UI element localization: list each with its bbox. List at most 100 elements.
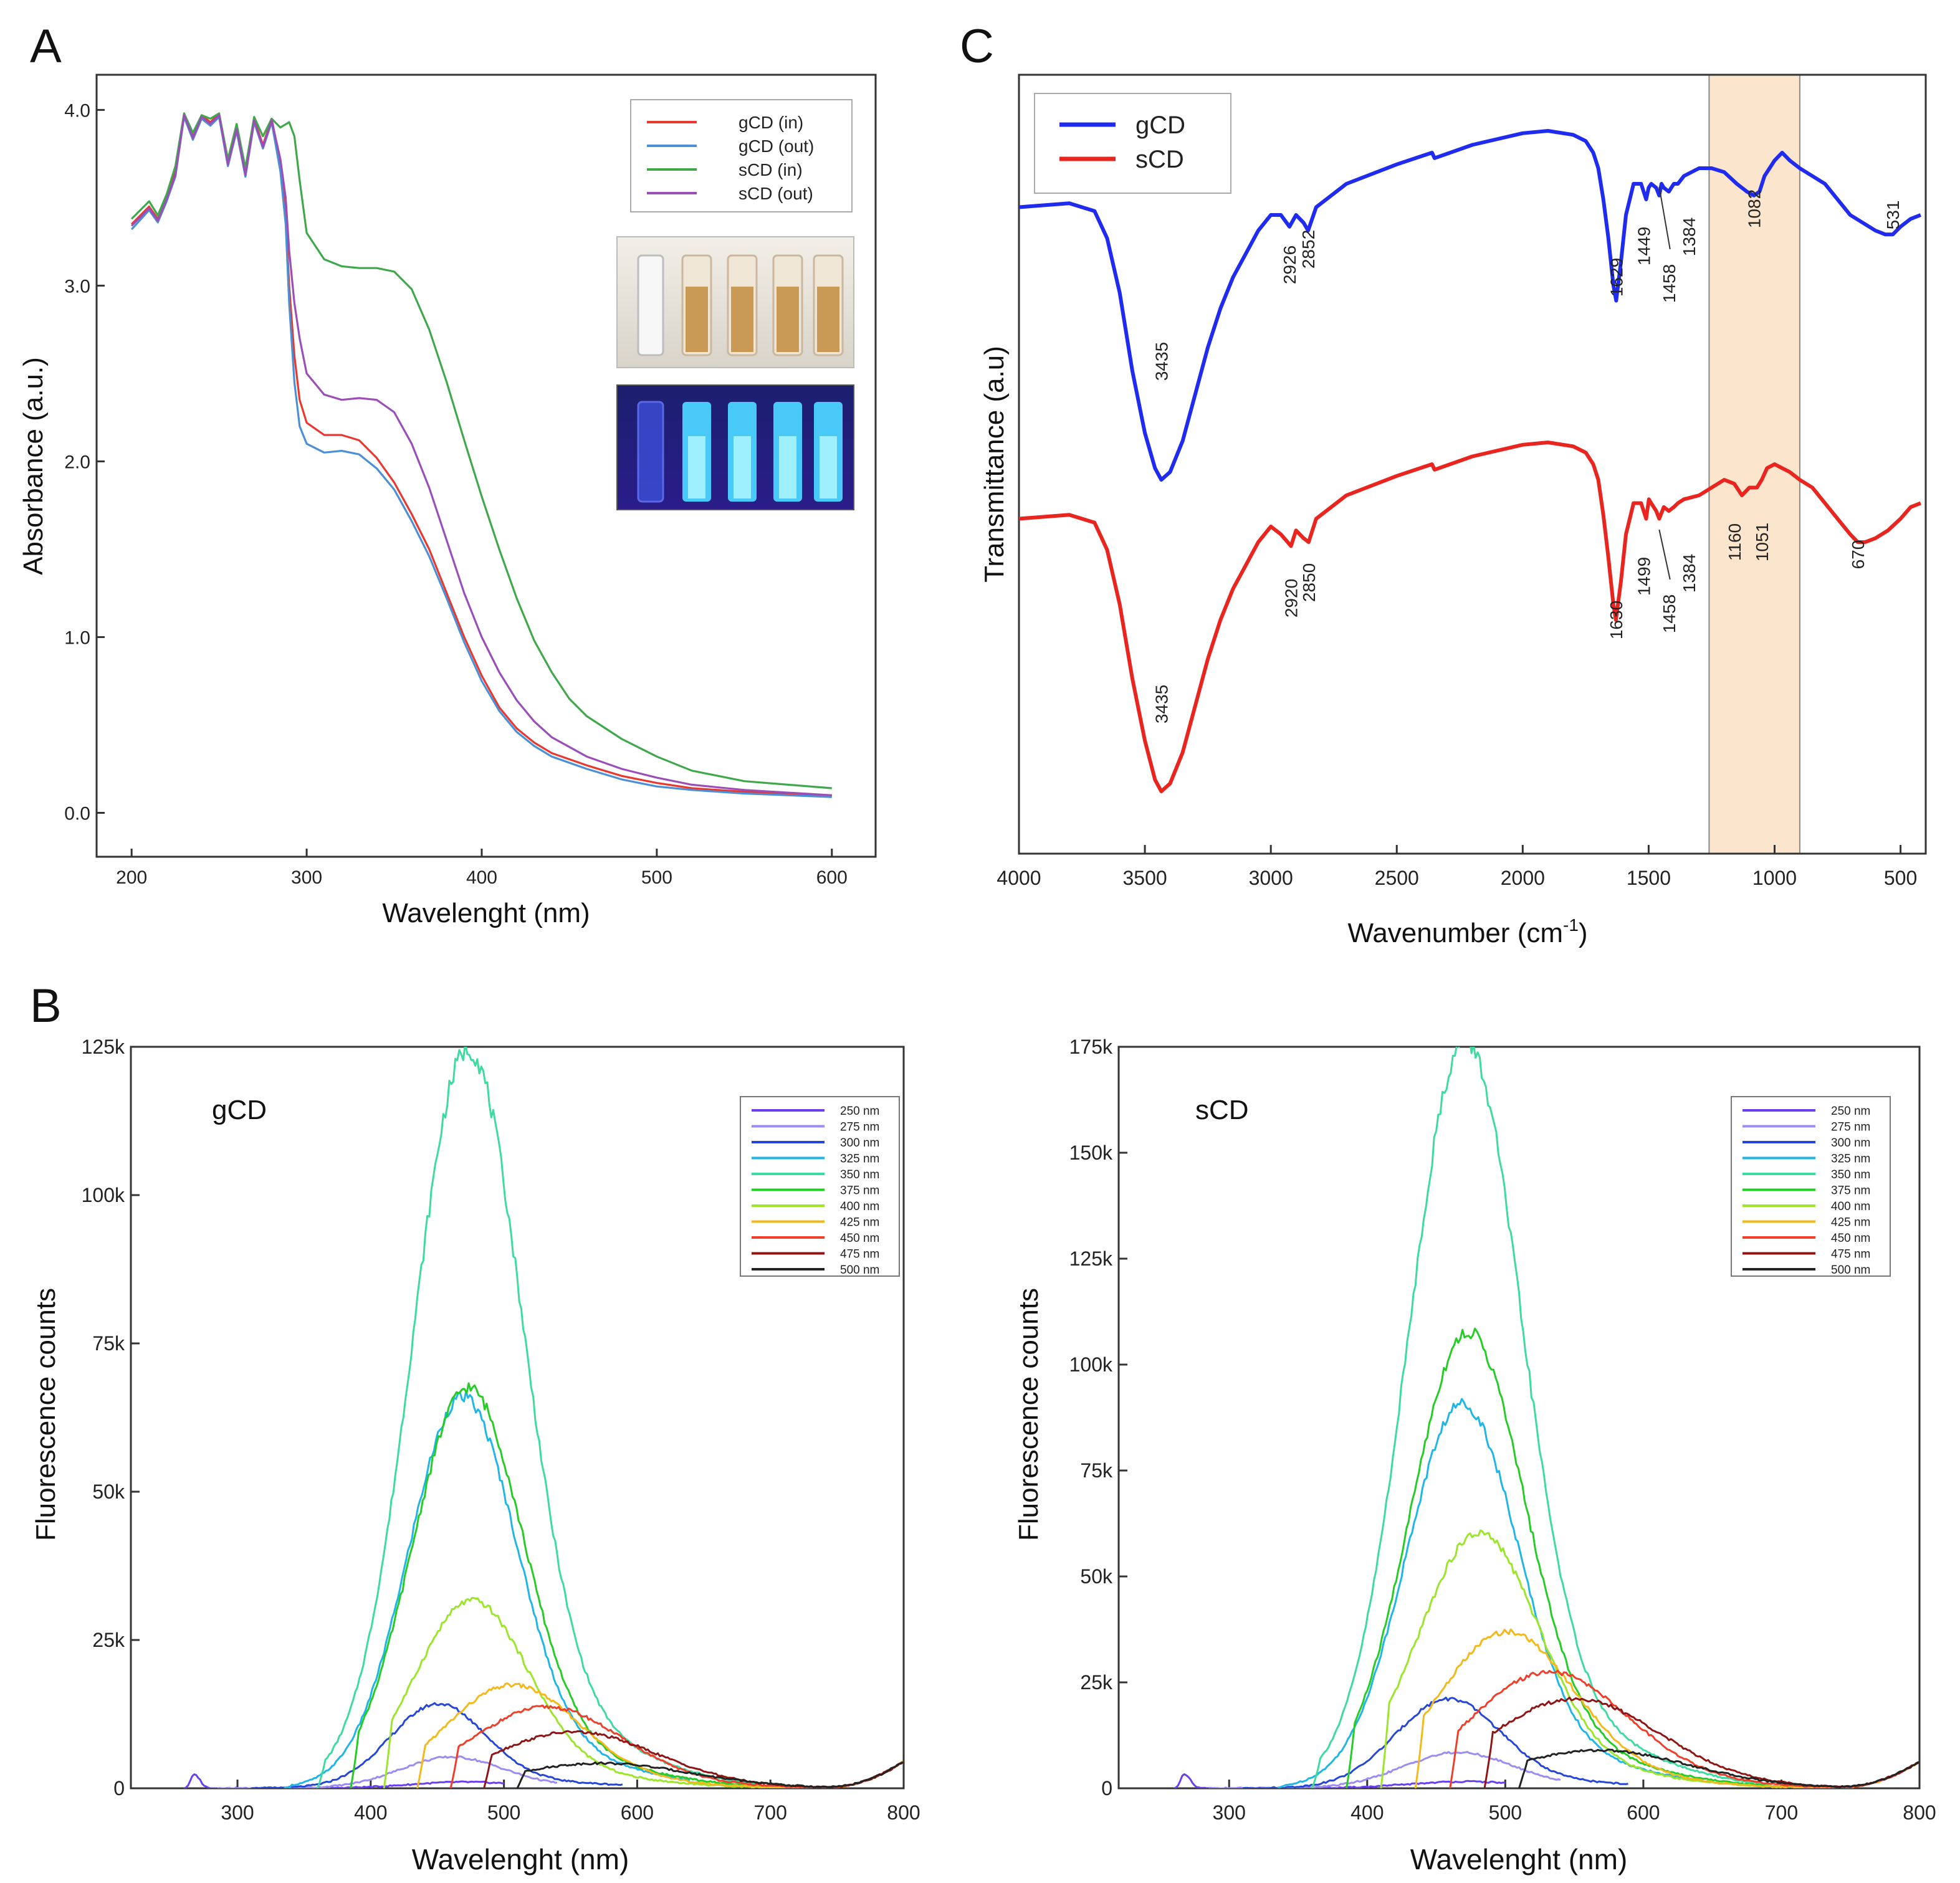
x-tick-label: 400 [354, 1801, 387, 1824]
absorbance-chart: 200 300 400 500 600 0.0 1.0 2.0 3.0 4.0 Wavelengh… [18, 74, 877, 928]
x-tick-label: 500 [641, 867, 672, 888]
x-axis-label: Wavelenght (nm) [382, 898, 590, 928]
legend: 250 nm 275 nm 300 nm 325 nm 350 nm 375 nm 400 … [740, 1096, 900, 1277]
legend-label: 275 nm [1831, 1121, 1870, 1134]
peak-label: 3435 [1152, 685, 1171, 723]
peak-label: 1630 [1607, 601, 1626, 639]
legend-label: 350 nm [1831, 1168, 1870, 1181]
panel-label-a: A [30, 20, 62, 73]
legend-label: 275 nm [840, 1121, 879, 1134]
x-tick-label: 400 [466, 867, 497, 888]
peak-label: 2850 [1299, 563, 1319, 602]
cuvette-uv-photo [616, 384, 854, 510]
x-tick-label: 700 [1765, 1801, 1798, 1824]
peak-label: 2926 [1280, 246, 1299, 284]
series-line [1243, 1697, 1628, 1788]
y-tick-label: 100k [1069, 1353, 1113, 1376]
peak-label: 1384 [1680, 554, 1699, 593]
peak-label: 1449 [1634, 227, 1653, 265]
x-tick-label: 3500 [1122, 867, 1167, 889]
legend-label: 500 nm [1831, 1264, 1870, 1277]
legend-label: 375 nm [1831, 1185, 1870, 1198]
plot-title: sCD [1195, 1095, 1249, 1125]
x-tick-label: 600 [816, 867, 848, 888]
peak-label: 1160 [1725, 523, 1744, 561]
legend-label: 250 nm [840, 1105, 879, 1118]
y-tick-label: 100k [82, 1184, 125, 1206]
peak-label: 1458 [1660, 264, 1679, 303]
legend-label: 400 nm [1831, 1200, 1870, 1213]
peak-label: 670 [1848, 540, 1868, 570]
peak-label: 1629 [1607, 258, 1626, 297]
panel-label-b: B [30, 980, 62, 1032]
x-tick-label: 600 [1627, 1801, 1660, 1824]
series-line [1346, 1327, 1835, 1788]
plot-frame [1018, 74, 1927, 855]
x-axis-label: Wavenumber (cm-1) [1347, 915, 1587, 948]
x-tick-label: 200 [116, 867, 147, 888]
peak-label: 3435 [1152, 342, 1171, 381]
y-tick-label: 125k [82, 1036, 125, 1058]
y-tick-label: 4.0 [64, 100, 90, 121]
fluorescence-chart-gcd: 300 400 500 600 700 800 0 25k 50k 75k 100k 125k gCD… [31, 1036, 920, 1876]
legend-label: 500 nm [840, 1264, 879, 1277]
legend-label: sCD [1135, 146, 1184, 173]
x-tick-label: 4000 [997, 867, 1041, 889]
series-line [251, 1702, 623, 1788]
x-tick-label: 300 [1213, 1801, 1246, 1824]
legend-label: sCD (out) [739, 184, 813, 203]
x-axis-label: Wavelenght (nm) [1410, 1843, 1628, 1876]
fluorescence-chart-scd: 300 400 500 600 700 800 0 25k 50k 75k 100k 125k 150k… [1013, 1036, 1936, 1876]
x-tick-label: 500 [1884, 867, 1917, 889]
y-tick-label: 125k [1069, 1247, 1113, 1270]
series-line [131, 114, 832, 796]
y-tick-label: 175k [1069, 1036, 1113, 1058]
y-axis-label: Fluorescence counts [31, 1288, 61, 1541]
series-line [350, 1382, 823, 1788]
legend-frame [1034, 93, 1231, 194]
series-line [1518, 1748, 1919, 1788]
x-tick-label: 1500 [1627, 867, 1671, 889]
y-axis-label: Fluorescence counts [1013, 1288, 1044, 1541]
legend: gCD (in) gCD (out) sCD (in) sCD (out) [630, 99, 853, 212]
y-tick-label: 0 [1101, 1777, 1112, 1800]
y-tick-label: 50k [92, 1480, 125, 1503]
x-tick-label: 600 [621, 1801, 654, 1824]
series-line [516, 1761, 904, 1788]
y-tick-label: 25k [1080, 1671, 1113, 1694]
legend-label: 450 nm [840, 1232, 879, 1245]
y-tick-label: 50k [1080, 1565, 1113, 1588]
ftir-chart: 4000 3500 3000 2500 2000 1500 1000 500 3435 2926… [979, 74, 1927, 948]
legend-label: 400 nm [840, 1200, 879, 1213]
legend-label: 325 nm [840, 1153, 879, 1166]
y-axis-label: Transmittance (a.u) [979, 346, 1010, 583]
legend-label: gCD [1135, 112, 1185, 139]
legend: gCD sCD [1034, 93, 1231, 194]
x-tick-label: 1000 [1752, 867, 1797, 889]
legend-label: 250 nm [1831, 1105, 1870, 1118]
peak-label: 1499 [1634, 557, 1653, 596]
highlight-band [1708, 74, 1800, 854]
y-tick-label: 0 [113, 1777, 125, 1800]
cuvette-daylight-photo [616, 236, 854, 368]
legend-label: 475 nm [1831, 1248, 1870, 1261]
series-line [1019, 129, 1921, 482]
x-tick-label: 500 [1489, 1801, 1522, 1824]
y-tick-label: 25k [92, 1629, 125, 1651]
leader-line [1658, 186, 1671, 250]
x-tick-label: 700 [754, 1801, 787, 1824]
legend-label: 300 nm [840, 1137, 879, 1150]
y-tick-label: 75k [92, 1332, 125, 1355]
peak-label: 1384 [1680, 217, 1699, 256]
panel-label-c: C [960, 20, 994, 73]
y-axis-label: Absorbance (a.u.) [18, 357, 49, 575]
peak-label: 1051 [1752, 523, 1772, 561]
legend-label: 300 nm [1831, 1137, 1870, 1150]
x-axis-label: Wavelenght (nm) [412, 1843, 629, 1876]
y-tick-label: 0.0 [64, 803, 90, 824]
legend-label: 450 nm [1831, 1232, 1870, 1245]
legend-label: 325 nm [1831, 1153, 1870, 1166]
series-line [1311, 1047, 1768, 1788]
peak-label: 531 [1883, 201, 1903, 230]
peak-label: 2920 [1282, 579, 1301, 617]
